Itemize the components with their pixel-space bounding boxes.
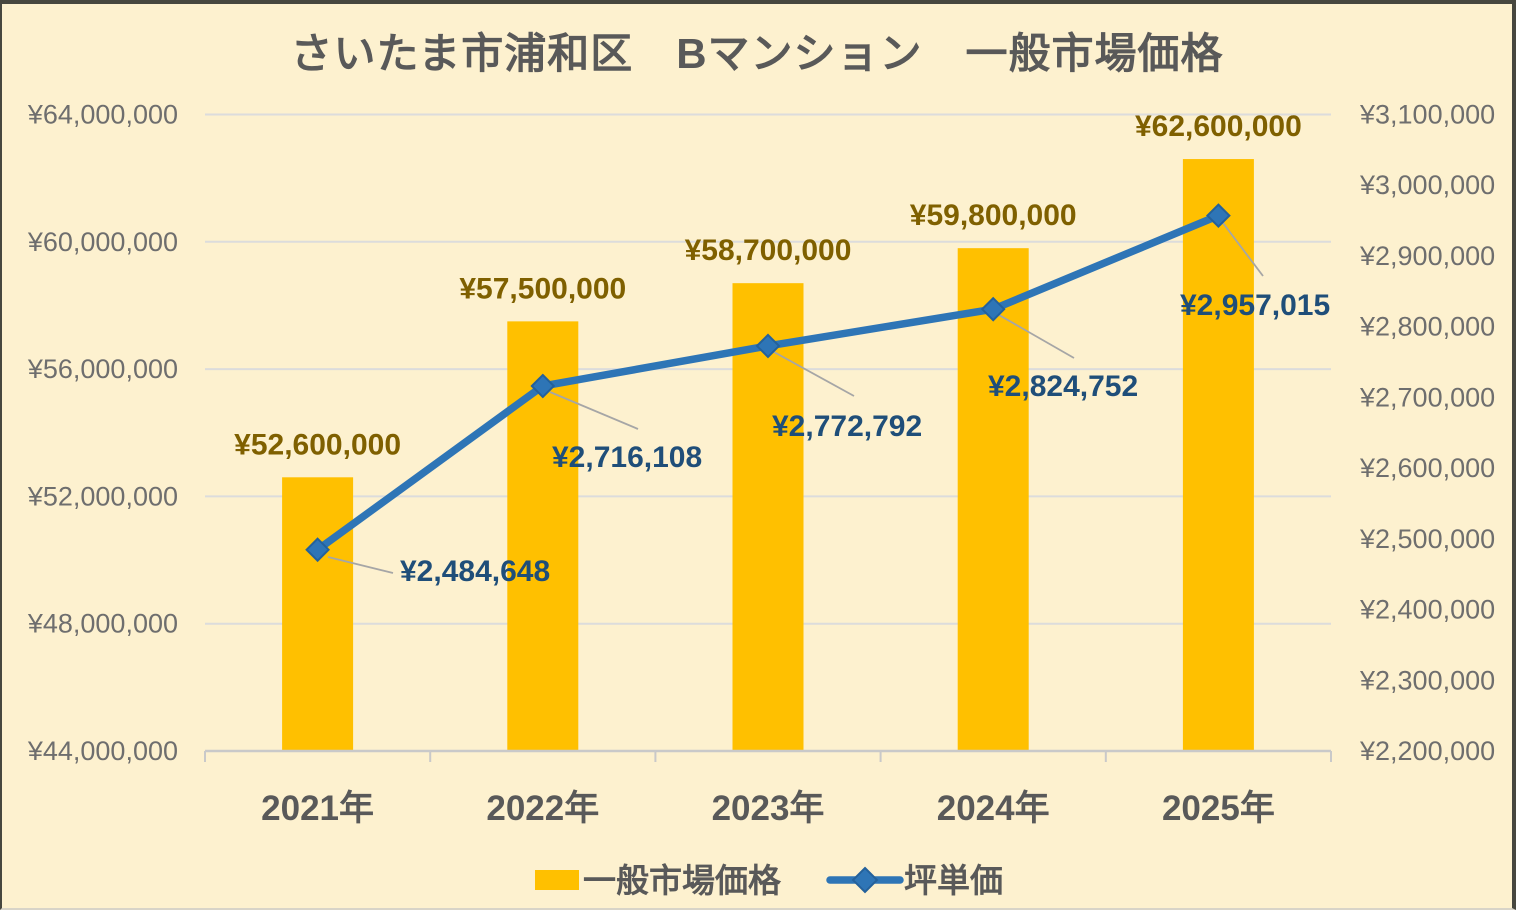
left-axis-tick-label: ¥64,000,000 [27, 100, 178, 130]
right-axis-tick-label: ¥2,900,000 [1359, 241, 1495, 271]
leader-line [327, 556, 394, 574]
category-label: 2023年 [712, 789, 825, 828]
left-axis: ¥64,000,000 ¥60,000,000 ¥56,000,000 ¥52,000… [27, 100, 178, 767]
line-marker-2023年 [755, 333, 781, 359]
line-marker-2025年 [1205, 203, 1231, 229]
category-label: 2024年 [937, 789, 1050, 828]
line-data-label: ¥2,957,015 [1180, 289, 1330, 322]
bar-2024年 [957, 248, 1029, 752]
left-axis-tick-label: ¥52,000,000 [27, 481, 178, 511]
line-markers [305, 203, 1231, 563]
legend-bar-label: 一般市場価格 [583, 862, 782, 899]
bar-data-label: ¥52,600,000 [234, 428, 401, 461]
bar-data-labels: ¥52,600,000 ¥57,500,000 ¥58,700,000 ¥59,800… [234, 110, 1302, 461]
right-axis-tick-label: ¥2,400,000 [1359, 595, 1495, 625]
legend: 一般市場価格 坪単価 [535, 862, 1003, 899]
right-axis-tick-label: ¥3,100,000 [1359, 100, 1495, 130]
category-label: 2025年 [1162, 789, 1275, 828]
category-label: 2022年 [486, 789, 599, 828]
right-axis-tick-label: ¥2,300,000 [1359, 665, 1495, 695]
left-axis-tick-label: ¥44,000,000 [27, 736, 178, 766]
right-axis-tick-label: ¥2,500,000 [1359, 524, 1495, 554]
bar-data-label: ¥62,600,000 [1135, 110, 1302, 143]
leader-line [998, 314, 1075, 359]
line-data-label: ¥2,484,648 [400, 555, 550, 588]
category-labels: 2021年 2022年 2023年 2024年 2025年 [261, 789, 1275, 828]
chart-title: さいたま市浦和区 Bマンション 一般市場価格 [290, 30, 1224, 77]
right-axis-tick-label: ¥3,000,000 [1359, 170, 1495, 200]
right-axis-tick-label: ¥2,600,000 [1359, 453, 1495, 483]
line-marker-2021年 [305, 537, 331, 563]
left-axis-tick-label: ¥48,000,000 [27, 609, 178, 639]
left-axis-tick-label: ¥56,000,000 [27, 354, 178, 384]
leader-line [549, 391, 639, 430]
right-axis-tick-label: ¥2,800,000 [1359, 312, 1495, 342]
leader-line [1222, 222, 1264, 277]
bar-data-label: ¥59,800,000 [910, 199, 1077, 232]
legend-line-label: 坪単価 [904, 862, 1003, 899]
bar-2025年 [1182, 159, 1254, 751]
line-data-labels: ¥2,484,648 ¥2,716,108 ¥2,772,792 ¥2,824,752… [400, 289, 1330, 588]
x-axis [204, 749, 1332, 762]
line-data-label: ¥2,824,752 [988, 370, 1138, 403]
combo-chart: ¥64,000,000 ¥60,000,000 ¥56,000,000 ¥52,000… [27, 100, 1495, 900]
label-leader-lines [327, 222, 1264, 574]
line-data-label: ¥2,772,792 [772, 410, 922, 443]
legend-bar-swatch [535, 870, 579, 890]
bar-2021年 [282, 477, 354, 751]
legend-line-marker [851, 866, 879, 894]
right-axis-tick-label: ¥2,700,000 [1359, 382, 1495, 412]
left-axis-tick-label: ¥60,000,000 [27, 227, 178, 257]
right-axis: ¥3,100,000 ¥3,000,000 ¥2,900,000 ¥2,800,000… [1359, 100, 1495, 767]
bar-data-label: ¥57,500,000 [459, 272, 626, 305]
line-marker-2022年 [530, 373, 556, 399]
line-marker-2024年 [980, 296, 1006, 322]
leader-line [773, 351, 855, 397]
category-label: 2021年 [261, 789, 374, 828]
line-data-label: ¥2,716,108 [552, 441, 702, 474]
right-axis-tick-label: ¥2,200,000 [1359, 736, 1495, 766]
bar-data-label: ¥58,700,000 [685, 234, 852, 267]
